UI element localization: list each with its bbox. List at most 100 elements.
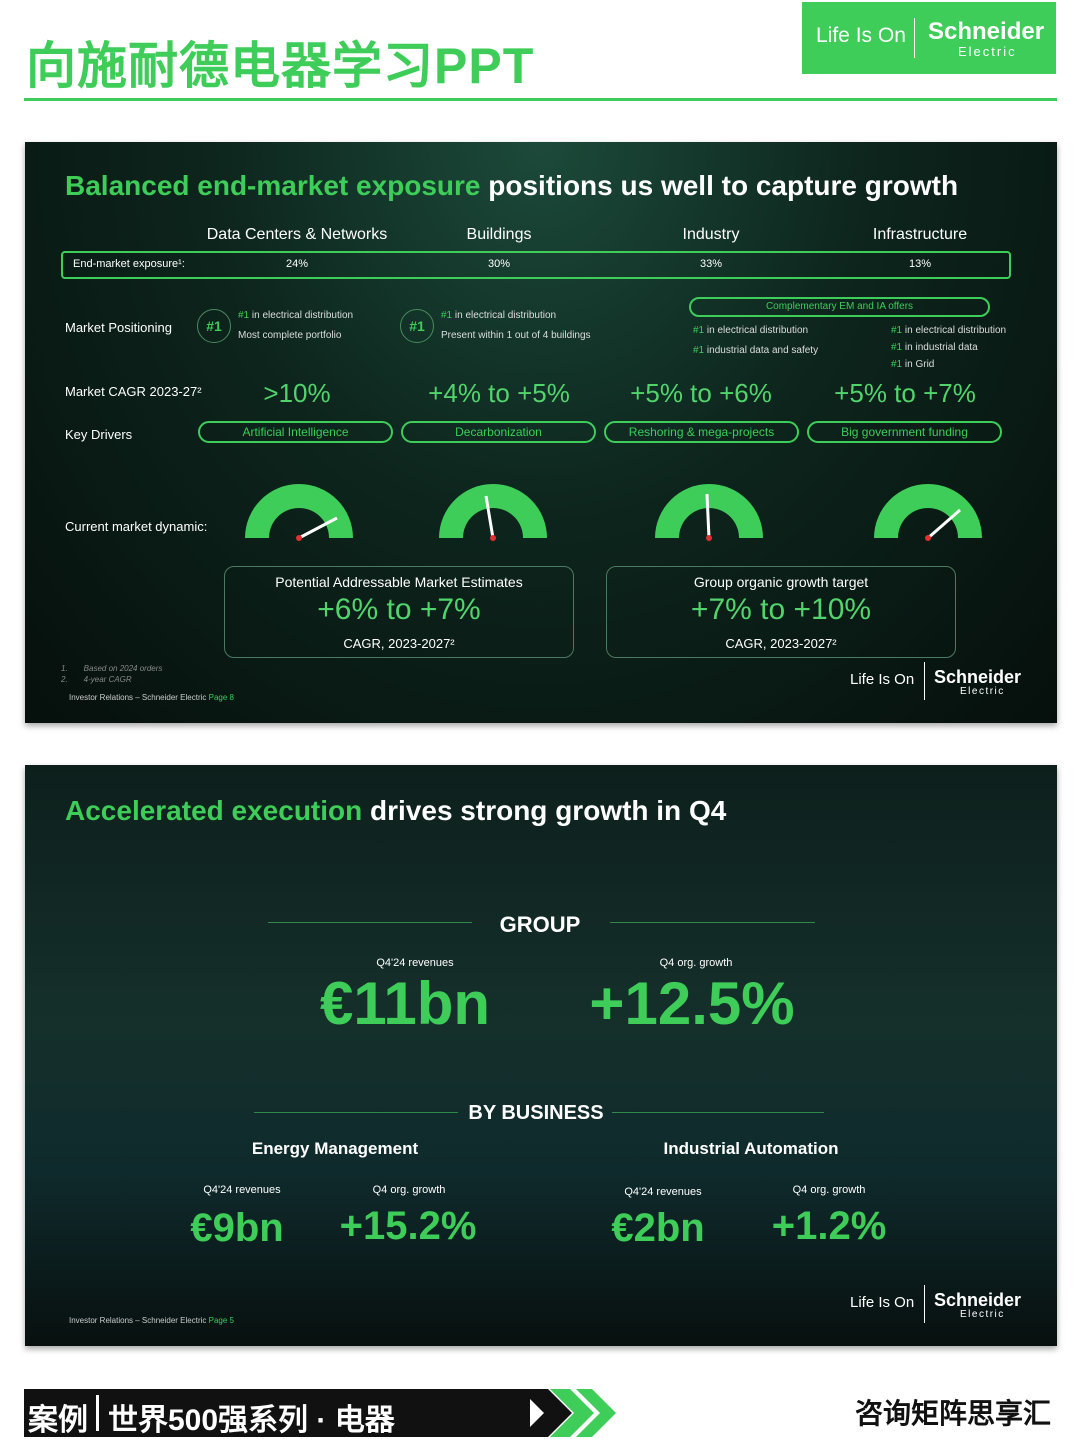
banner-right: 世界500强系列 · 电器 — [108, 1404, 395, 1437]
business-heading: BY BUSINESS — [468, 1102, 604, 1124]
page-title: 向施耐德电器学习PPT — [26, 38, 535, 94]
banner-brand: 咨询矩阵思享汇 — [855, 1398, 1052, 1429]
exposure-label: End-market exposure¹: — [73, 258, 185, 270]
logo-box: Life Is On Schneider Electric — [802, 2, 1056, 74]
position-line: #1 industrial data and safety — [693, 345, 818, 356]
slide-2: Accelerated execution drives strong grow… — [25, 765, 1057, 1346]
slide-logo: Life Is On Schneider Electric — [850, 662, 1030, 702]
exposure: 33% — [699, 258, 723, 270]
shape — [576, 1389, 616, 1437]
position-line: #1 in Grid — [891, 359, 934, 370]
metric-value: €11bn — [319, 970, 491, 1037]
logo-sub: Electric — [958, 44, 1017, 59]
shape — [705, 493, 711, 539]
rank: #1 — [693, 325, 705, 336]
rule — [610, 922, 815, 923]
shape — [550, 1389, 594, 1437]
gauge — [245, 484, 353, 541]
metric-value: +12.5% — [589, 970, 795, 1037]
title-rest: positions us well to capture growth — [488, 170, 959, 201]
metric-label: Q4 org. growth — [372, 1184, 446, 1196]
footnote-text: 4-year CAGR — [83, 675, 132, 684]
footer-page: Page 8 — [208, 693, 234, 702]
estimate-box: Group organic growth target +7% to +10% … — [606, 566, 956, 658]
metric-value: €9bn — [190, 1206, 284, 1250]
row-label: Key Drivers — [65, 427, 133, 442]
gauge — [439, 484, 547, 541]
business-name: Energy Management — [251, 1139, 419, 1158]
row-label: Market CAGR 2023-27² — [65, 384, 202, 399]
title-highlight: Accelerated execution — [65, 795, 363, 826]
complementary-pill: Complementary EM and IA offers — [689, 297, 990, 317]
rank: #1 — [441, 310, 453, 321]
position-line: #1 in industrial data — [891, 342, 978, 353]
badge: #1 — [400, 309, 434, 343]
position-line: #1 in electrical distribution — [441, 310, 556, 321]
metric-value: €2bn — [611, 1206, 705, 1250]
text: in industrial data — [904, 342, 978, 353]
title-rest: drives strong growth in Q4 — [370, 795, 727, 826]
estimate-box: Potential Addressable Market Estimates +… — [224, 566, 574, 658]
logo-divider — [924, 662, 925, 700]
cagr: +5% to +6% — [630, 378, 772, 408]
metric-label: Q4'24 revenues — [376, 957, 454, 969]
metric-label: Q4'24 revenues — [203, 1184, 281, 1196]
shape — [490, 535, 496, 541]
box-title: Group organic growth target — [693, 574, 869, 590]
footnote-num: 1. — [61, 664, 68, 673]
position-line: #1 in electrical distribution — [891, 325, 1006, 336]
logo-brand: Schneider — [928, 18, 1045, 45]
header-rule — [24, 98, 1057, 101]
logo-divider — [914, 18, 915, 58]
footnote-num: 2. — [61, 675, 68, 684]
banner-left: 案例 — [28, 1404, 88, 1437]
rule — [254, 1112, 458, 1113]
slide-title: Balanced end-market exposure positions u… — [65, 170, 958, 202]
position-line: Most complete portfolio — [238, 330, 342, 341]
cagr: +4% to +5% — [428, 378, 570, 408]
shape — [298, 516, 338, 540]
shape — [484, 495, 495, 539]
slide-1: Balanced end-market exposure positions u… — [25, 142, 1057, 723]
footer-source: Investor Relations – Schneider Electric — [69, 1316, 207, 1325]
logo-brand: Schneider — [934, 1290, 1022, 1310]
title-highlight: Balanced end-market exposure — [65, 170, 481, 201]
box-value: +7% to +10% — [690, 593, 872, 626]
row-label: Market Positioning — [65, 320, 172, 335]
shape — [520, 1389, 572, 1437]
position-line: #1 in electrical distribution — [238, 310, 353, 321]
logo-tagline: Life Is On — [850, 671, 915, 688]
exposure: 30% — [487, 258, 511, 270]
text: in electrical distribution — [706, 325, 809, 336]
cagr: +5% to +7% — [834, 378, 976, 408]
box-note: CAGR, 2023-2027² — [725, 636, 837, 651]
shape — [296, 535, 302, 541]
shape — [245, 484, 353, 538]
gauge — [874, 484, 982, 541]
text: industrial data and safety — [706, 345, 819, 356]
row-label: Current market dynamic: — [65, 519, 208, 534]
text: in Grid — [904, 359, 935, 370]
rank: #1 — [891, 342, 903, 353]
slide-title: Accelerated execution drives strong grow… — [65, 795, 726, 827]
driver-pill: Decarbonization — [401, 421, 596, 443]
box-value: +6% to +7% — [317, 593, 481, 626]
rank: #1 — [238, 310, 250, 321]
driver-pill: Reshoring & mega-projects — [604, 421, 799, 443]
business-name: Industrial Automation — [663, 1139, 839, 1158]
shape — [927, 508, 961, 540]
shape — [874, 484, 982, 538]
driver-pill: Artificial Intelligence — [198, 421, 393, 443]
exposure: 24% — [285, 258, 309, 270]
text: in electrical distribution — [454, 310, 557, 321]
market: Buildings — [466, 226, 532, 243]
metric-label: Q4 org. growth — [792, 1184, 866, 1196]
group-heading: GROUP — [499, 912, 581, 937]
logo-sub: Electric — [960, 686, 1005, 697]
shape — [925, 535, 931, 541]
box-note: CAGR, 2023-2027² — [343, 636, 455, 651]
rank: #1 — [891, 325, 903, 336]
metric-value: +1.2% — [771, 1204, 887, 1248]
